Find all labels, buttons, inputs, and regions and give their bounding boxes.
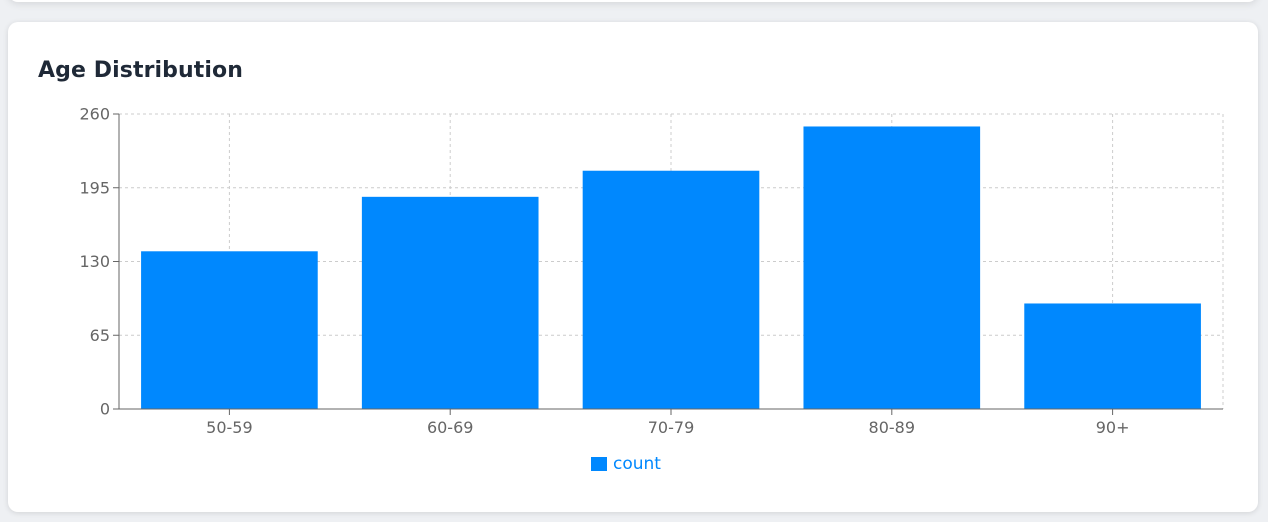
bar-90+[interactable] bbox=[1024, 303, 1201, 409]
previous-card bbox=[8, 0, 1258, 2]
bars bbox=[141, 126, 1201, 409]
legend[interactable]: count bbox=[591, 454, 661, 474]
y-tick-label: 65 bbox=[90, 326, 110, 345]
x-tick-label: 50-59 bbox=[206, 418, 253, 437]
x-tick-label: 90+ bbox=[1096, 418, 1130, 437]
x-tick-label: 80-89 bbox=[869, 418, 916, 437]
y-tick-label: 195 bbox=[79, 178, 110, 197]
bar-50-59[interactable] bbox=[141, 251, 318, 409]
y-tick-label: 0 bbox=[100, 400, 110, 419]
bar-80-89[interactable] bbox=[803, 126, 981, 409]
bar-70-79[interactable] bbox=[582, 170, 760, 409]
legend-swatch-icon bbox=[591, 457, 607, 471]
y-tick-label: 130 bbox=[79, 252, 110, 271]
legend-label[interactable]: count bbox=[613, 454, 661, 474]
x-axis-ticks: 50-59 60-69 70-79 80-89 90+ bbox=[206, 409, 1129, 437]
card-title: Age Distribution bbox=[38, 58, 244, 83]
x-tick-label: 70-79 bbox=[648, 418, 695, 437]
y-axis-ticks: 0 65 130 195 260 bbox=[79, 105, 119, 419]
bar-60-69[interactable] bbox=[361, 196, 539, 409]
x-tick-label: 60-69 bbox=[427, 418, 474, 437]
y-tick-label: 260 bbox=[79, 105, 110, 124]
